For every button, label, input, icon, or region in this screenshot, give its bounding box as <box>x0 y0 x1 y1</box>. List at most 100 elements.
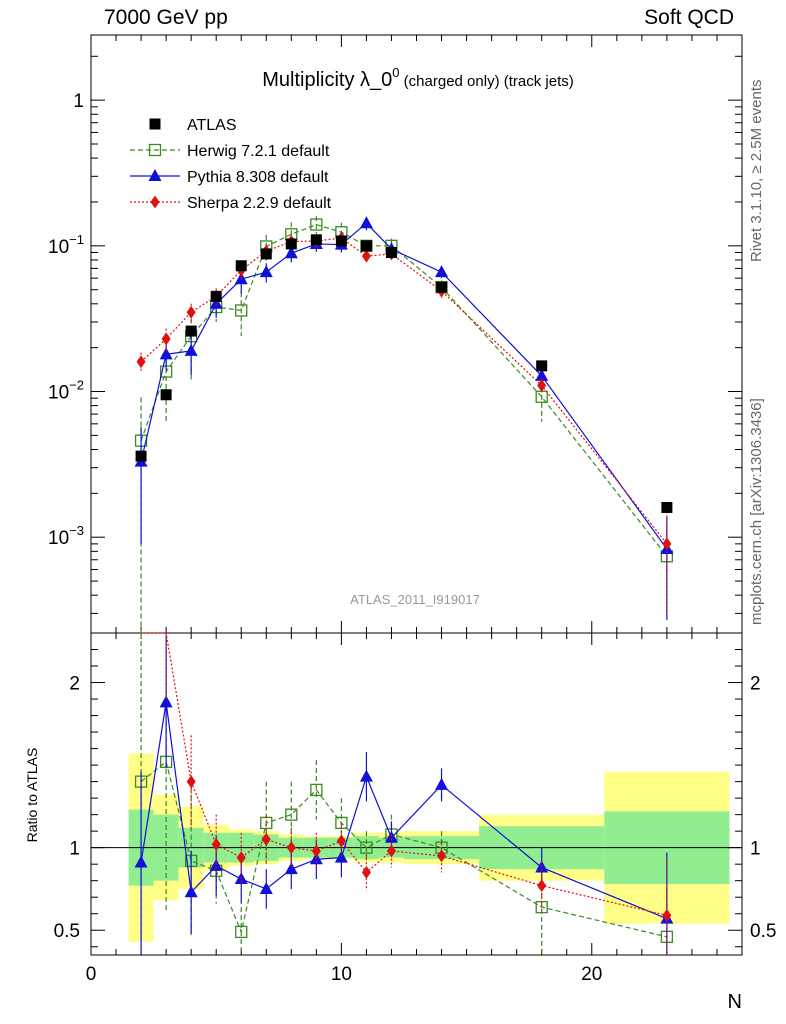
marker-data-square <box>661 501 673 513</box>
marker-data-square <box>436 281 448 293</box>
marker-triangle <box>535 368 549 381</box>
marker-triangle <box>134 855 148 868</box>
legend-label: Pythia 8.308 default <box>187 169 329 186</box>
marker-diamond <box>186 305 196 319</box>
marker-data-square <box>310 234 322 246</box>
marker-diamond <box>311 844 321 858</box>
y-main-tick-exp: −3 <box>69 523 84 538</box>
legend: ATLAS Herwig 7.2.1 default Pythia 8.308 de… <box>130 117 332 212</box>
marker-data-square <box>260 248 272 260</box>
marker-triangle <box>435 777 449 790</box>
y-main-tick-label: 10−1 <box>48 232 84 258</box>
marker-triangle <box>359 216 373 229</box>
marker-diamond <box>261 832 271 846</box>
legend-label: Sherpa 2.2.9 default <box>187 195 332 212</box>
series-0 <box>134 216 674 633</box>
marker-open-square <box>310 218 323 231</box>
marker-triangle <box>284 862 298 875</box>
marker-triangle <box>148 169 162 181</box>
text-layer: Multiplicity λ_00 (charged only) (track … <box>24 65 776 1013</box>
axes <box>90 34 743 956</box>
marker-open-square <box>310 783 323 797</box>
y-main-tick-base: 10 <box>48 237 69 258</box>
ratio-series-0 <box>134 633 674 955</box>
chart-title-sup: 0 <box>392 65 399 80</box>
marker-triangle <box>209 858 223 871</box>
x-tick-label: 20 <box>581 964 602 985</box>
legend-entry-1: Herwig 7.2.1 default <box>130 143 330 160</box>
marker-diamond <box>361 249 371 263</box>
marker-data-square <box>210 290 222 302</box>
legend-entry-0: ATLAS <box>149 117 237 134</box>
series-layer <box>134 216 674 633</box>
x-tick-label: 10 <box>331 964 352 985</box>
marker-triangle <box>159 347 173 360</box>
marker-diamond <box>150 195 160 209</box>
chart-title-main: Multiplicity λ_0 <box>262 69 392 91</box>
data-layer <box>135 234 673 513</box>
series-2 <box>136 231 672 614</box>
marker-data-square <box>285 238 297 250</box>
header-left: 7000 GeV pp <box>104 6 228 29</box>
marker-triangle <box>384 830 398 843</box>
legend-label: Herwig 7.2.1 default <box>187 143 330 160</box>
marker-triangle <box>284 246 298 259</box>
marker-open-square <box>235 304 248 317</box>
marker-diamond <box>186 775 196 789</box>
y-main-tick-exp: −2 <box>69 378 84 393</box>
x-tick-label: 0 <box>86 964 97 985</box>
ratio-series-1 <box>134 636 674 955</box>
marker-data-square <box>160 389 172 401</box>
marker-data-square <box>385 246 397 258</box>
y-ratio-tick-label: 1 <box>69 839 80 860</box>
ratio-y-label: Ratio to ATLAS <box>24 748 40 843</box>
ratio-series-line <box>140 702 668 920</box>
ratio-layer <box>134 632 674 955</box>
marker-diamond <box>537 378 547 392</box>
marker-diamond <box>662 908 672 922</box>
marker-data-square <box>536 360 548 372</box>
watermark: ATLAS_2011_I919017 <box>350 592 480 607</box>
marker-diamond <box>211 837 221 851</box>
y-main-tick-base: 10 <box>48 383 69 404</box>
legend-label: ATLAS <box>187 117 237 134</box>
marker-open-square <box>360 841 373 854</box>
y-ratio-tick-label-right: 0.5 <box>750 921 776 942</box>
marker-diamond <box>437 849 447 863</box>
series-line <box>140 237 668 545</box>
marker-open-square <box>148 143 162 157</box>
series-line <box>140 223 668 557</box>
y-ratio-tick-label: 0.5 <box>54 921 80 942</box>
legend-entry-3: Sherpa 2.2.9 default <box>130 195 332 212</box>
ratio-series-2 <box>141 632 672 955</box>
marker-diamond <box>361 865 371 879</box>
marker-triangle <box>259 881 273 894</box>
y-ratio-tick-label: 2 <box>69 674 80 695</box>
y-main-tick-base: 1 <box>73 91 84 112</box>
ratio-series-line <box>141 632 668 916</box>
chart-title-sub: (charged only) (track jets) <box>400 73 574 90</box>
chart-title: Multiplicity λ_00 (charged only) (track … <box>262 65 574 91</box>
marker-triangle <box>184 343 198 356</box>
x-axis-label: N <box>728 991 742 1013</box>
marker-triangle <box>159 695 173 708</box>
marker-triangle <box>359 769 373 782</box>
marker-triangle <box>435 265 449 278</box>
y-main-tick-label: 10−2 <box>48 378 84 404</box>
marker-diamond <box>662 537 672 551</box>
marker-open-square <box>285 808 298 821</box>
header-right: Soft QCD <box>644 6 734 29</box>
marker-data-square <box>185 325 197 337</box>
y-ratio-tick-label-right: 1 <box>750 839 761 860</box>
marker-diamond <box>537 879 547 893</box>
marker-data-square <box>335 235 347 247</box>
marker-triangle <box>184 885 198 898</box>
marker-open-square <box>235 925 248 939</box>
marker-data-square <box>135 450 147 462</box>
y-main-tick-label: 1 <box>73 91 84 112</box>
marker-data-square <box>360 240 372 252</box>
series-line <box>140 222 668 550</box>
marker-diamond <box>236 851 246 865</box>
marker-triangle <box>259 265 273 278</box>
